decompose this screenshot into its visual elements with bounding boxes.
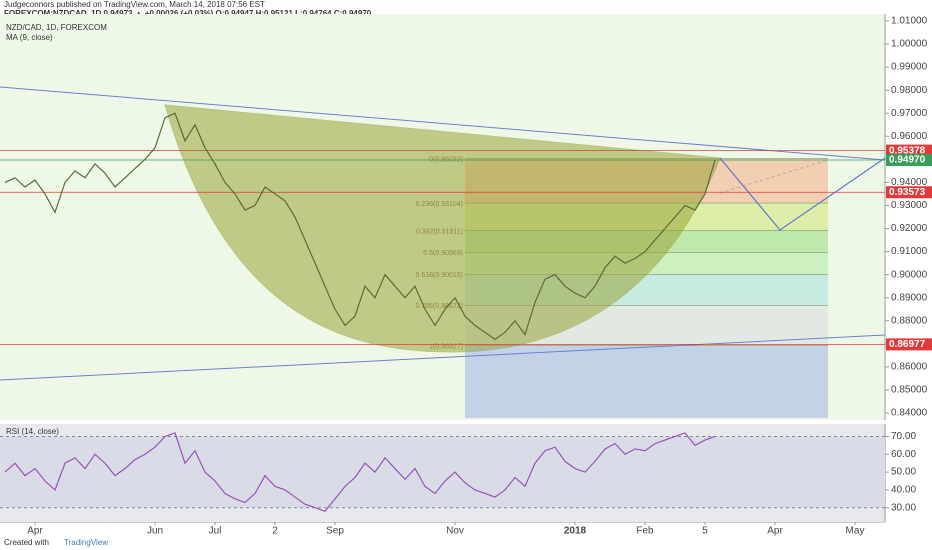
y-tick-label: 0.91000 — [891, 246, 928, 257]
x-tick-label: May — [846, 526, 865, 537]
level-tag — [886, 154, 932, 167]
y-tick-label: 0.84000 — [891, 408, 928, 419]
level-label: 0.95378 — [889, 145, 926, 156]
y-tick-label: 0.88000 — [891, 315, 928, 326]
x-tick-label: Jul — [209, 526, 222, 537]
panel-title: RSI (14, close) — [6, 427, 59, 436]
y-tick-label: 0.93000 — [891, 200, 928, 211]
y-tick-label: 0.94000 — [891, 177, 928, 188]
level-tag — [886, 338, 932, 351]
y-tick-label: 0.98000 — [891, 85, 928, 96]
x-tick-label: 2018 — [564, 526, 587, 537]
y-tick-label: 0.96000 — [891, 131, 928, 142]
price-line — [4, 432, 716, 513]
arrow-path — [719, 157, 886, 231]
x-tick-label: Apr — [767, 526, 783, 537]
y-tick-label: 70.00 — [891, 431, 916, 442]
cup-pattern — [164, 104, 721, 353]
y-tick-label: 0.85000 — [891, 385, 928, 396]
x-tick-label: Sep — [326, 526, 344, 537]
fib-zone — [465, 345, 828, 418]
x-tick-label: Jun — [147, 526, 163, 537]
brand: TradingView — [64, 538, 108, 547]
x-tick-label: Nov — [446, 526, 464, 537]
x-tick-label: Apr — [27, 526, 43, 537]
panel-subtitle: MA (9, close) — [6, 33, 53, 42]
y-tick-label: 0.97000 — [891, 108, 928, 119]
level-tag — [886, 144, 932, 157]
trend-lower — [0, 334, 886, 381]
y-tick-label: 0.86000 — [891, 362, 928, 373]
level-tag — [886, 186, 932, 199]
x-tick-label: Feb — [636, 526, 654, 537]
y-tick-label: 0.89000 — [891, 292, 928, 303]
y-tick-label: 0.99000 — [891, 62, 928, 73]
trend-upper — [0, 86, 886, 161]
x-tick-label: 2 — [272, 526, 278, 537]
price-line — [4, 112, 716, 340]
y-tick-label: 1.01000 — [891, 16, 928, 27]
x-tick-label: 5 — [702, 526, 708, 537]
y-tick-label: 30.00 — [891, 502, 916, 513]
y-tick-label: 1.00000 — [891, 39, 928, 50]
rsi-band — [0, 436, 885, 508]
quote: FOREXCOM:NZDCAD, 1D 0.94973 ▲ +0.00026 (… — [4, 9, 372, 18]
level-label: 0.93573 — [889, 187, 926, 198]
projection — [719, 159, 829, 194]
panel-title: NZD/CAD, 1D, FOREXCOM — [6, 23, 107, 32]
publisher: Judgeconnors published on TradingView.co… — [4, 0, 265, 9]
y-tick-label: 40.00 — [891, 485, 916, 496]
y-tick-label: 0.90000 — [891, 269, 928, 280]
level-label: 0.86977 — [889, 339, 926, 350]
y-tick-label: 0.92000 — [891, 223, 928, 234]
level-label: 0.94970 — [889, 155, 926, 166]
created-with: Created with — [4, 538, 49, 547]
y-tick-label: 50.00 — [891, 467, 916, 478]
y-tick-label: 60.00 — [891, 449, 916, 460]
